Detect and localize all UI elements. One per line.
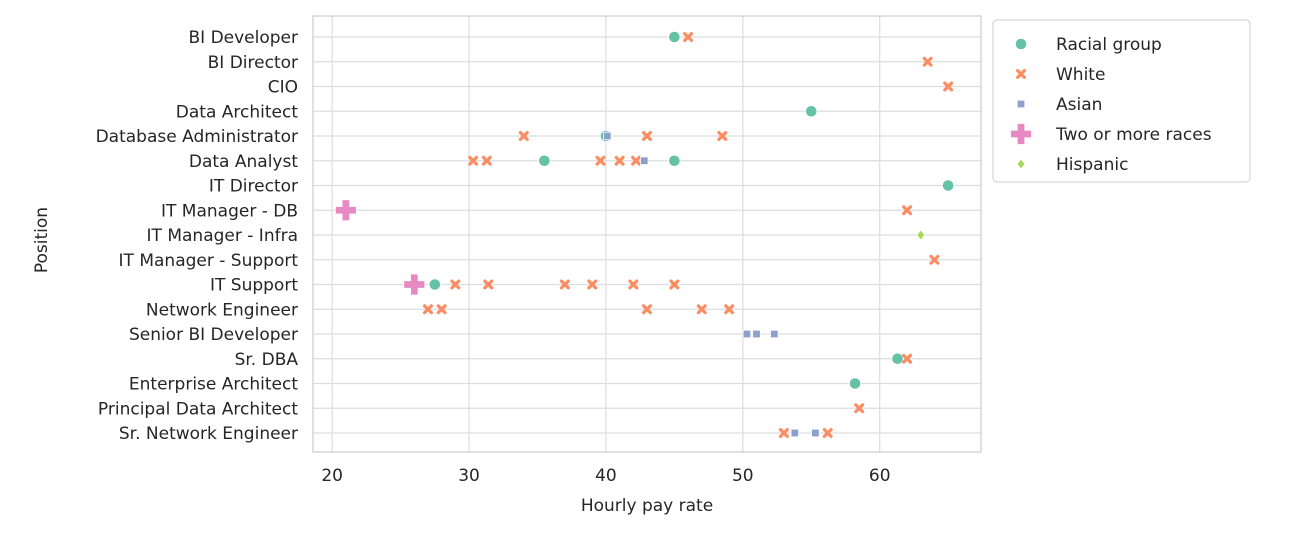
legend-marker-two-or-more-races (1010, 123, 1032, 145)
point-white (614, 155, 625, 166)
y-tick-label: IT Manager - DB (161, 201, 298, 221)
point-white (450, 279, 461, 290)
point-white (631, 155, 642, 166)
legend-frame (992, 19, 1251, 183)
point-asian (752, 329, 761, 339)
point-racial-group (668, 154, 681, 168)
y-tick-labels: BI Developer BI Director CIO Data Architect… (96, 28, 299, 444)
y-axis-label: Position (32, 207, 52, 273)
point-asian (770, 329, 779, 339)
y-tick-label: BI Developer (188, 28, 298, 48)
point-asian (742, 329, 752, 339)
legend-label-asian: Asian (1056, 95, 1102, 115)
point-white (559, 279, 570, 290)
point-white (902, 353, 913, 364)
y-tick-label: Principal Data Architect (98, 399, 298, 419)
legend-label-white: White (1056, 65, 1105, 85)
point-racial-group (848, 377, 862, 390)
y-tick-label: Network Engineer (146, 300, 298, 320)
point-white (628, 279, 639, 290)
legend-marker-white (1016, 69, 1026, 79)
legend: Racial group White Asian Two or more races H… (992, 19, 1251, 183)
y-tick-label: CIO (268, 78, 298, 98)
point-two-or-more-races (334, 199, 357, 222)
x-tick-label: 20 (321, 466, 343, 486)
y-tick-label: Enterprise Architect (129, 375, 298, 395)
point-white (943, 81, 954, 92)
point-white (683, 32, 694, 42)
point-white (483, 279, 494, 290)
point-asian (790, 428, 800, 438)
legend-label-two-or-more-races: Two or more races (1055, 125, 1212, 145)
plot-area (313, 16, 981, 452)
point-white (902, 205, 913, 216)
x-tick-label: 30 (458, 466, 480, 486)
legend-marker-racial-group (1014, 37, 1028, 51)
y-tick-label: IT Manager - Infra (147, 226, 298, 246)
y-tick-label: Sr. Network Engineer (119, 424, 298, 444)
point-racial-group (804, 104, 818, 118)
point-white (724, 304, 735, 315)
y-tick-label: IT Support (210, 276, 298, 296)
y-tick-label: Database Administrator (96, 127, 298, 147)
x-axis-label: Hourly pay rate (581, 496, 713, 516)
point-white (717, 131, 728, 141)
point-white (587, 279, 598, 290)
point-white (595, 155, 606, 166)
point-white (929, 254, 940, 265)
point-racial-group (668, 30, 681, 44)
point-two-or-more-races (403, 273, 426, 296)
point-racial-group (538, 154, 551, 168)
point-white (468, 155, 479, 166)
x-tick-label: 50 (732, 466, 754, 486)
legend-marker-asian (1016, 99, 1026, 109)
point-white (436, 304, 447, 315)
point-white (642, 131, 652, 141)
point-hispanic (916, 229, 926, 241)
point-white (481, 155, 492, 166)
y-tick-label: Data Architect (176, 102, 299, 122)
gridlines (313, 16, 981, 452)
x-tick-labels: 20 30 40 50 60 (321, 466, 890, 486)
point-asian (603, 131, 612, 141)
y-tick-label: IT Director (209, 177, 298, 197)
legend-label-racial-group: Racial group (1056, 35, 1162, 55)
point-white (696, 304, 707, 315)
point-white (922, 56, 933, 67)
point-racial-group (941, 179, 955, 192)
point-racial-group (891, 352, 904, 366)
y-tick-label: Senior BI Developer (129, 325, 298, 345)
point-white (642, 304, 652, 315)
legend-marker-hispanic (1016, 158, 1026, 170)
point-white (822, 428, 833, 438)
point-white (669, 279, 680, 290)
y-tick-label: IT Manager - Support (119, 251, 299, 271)
y-tick-label: Data Analyst (189, 152, 298, 172)
legend-label-hispanic: Hispanic (1056, 155, 1128, 175)
point-asian (640, 156, 649, 165)
point-white (422, 304, 433, 315)
data-points (334, 30, 955, 438)
y-tick-label: BI Director (208, 53, 298, 73)
point-white (778, 428, 789, 438)
x-tick-label: 60 (869, 466, 891, 486)
plot-frame (312, 15, 982, 453)
point-asian (811, 428, 820, 438)
x-tick-label: 40 (595, 466, 617, 486)
y-tick-label: Sr. DBA (235, 350, 299, 370)
point-white (518, 131, 529, 141)
point-white (854, 403, 865, 414)
point-racial-group (428, 278, 442, 291)
